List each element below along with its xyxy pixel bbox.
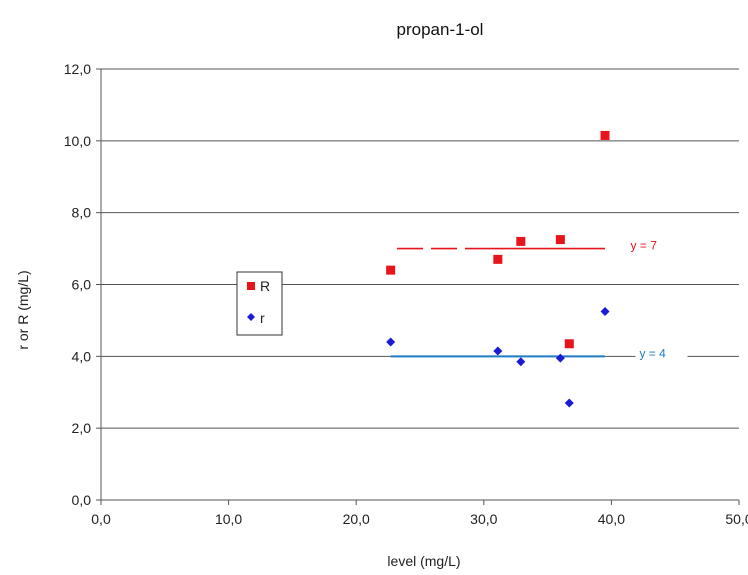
y-tick-label: 12,0 bbox=[64, 61, 91, 77]
data-point-R bbox=[555, 235, 565, 245]
reference-lines: y = 7 y = 4 bbox=[390, 238, 688, 361]
legend-box bbox=[236, 271, 283, 336]
y-tick-label: 0,0 bbox=[72, 492, 92, 508]
reference-label-bg bbox=[635, 346, 688, 361]
x-axis-label: level (mg/L) bbox=[387, 553, 460, 569]
legend-marker-r-upper bbox=[247, 282, 255, 290]
y-tick-label: 2,0 bbox=[72, 420, 92, 436]
y-axis-label: r or R (mg/L) bbox=[15, 270, 31, 349]
y-tick-label: 10,0 bbox=[64, 133, 91, 149]
data-point-r bbox=[493, 346, 503, 356]
chart-title: propan-1-ol bbox=[397, 20, 484, 39]
x-tick-label: 20,0 bbox=[343, 511, 370, 527]
data-point-R bbox=[386, 265, 396, 275]
x-tick-label: 50,0 bbox=[725, 511, 748, 527]
x-tick-label: 10,0 bbox=[215, 511, 242, 527]
data-point-r bbox=[600, 306, 610, 316]
data-point-R bbox=[516, 236, 526, 246]
reference-label-bg bbox=[626, 238, 679, 253]
data-point-R bbox=[564, 339, 574, 349]
data-point-r bbox=[516, 357, 526, 367]
data-point-R bbox=[493, 254, 503, 264]
data-point-r bbox=[386, 337, 396, 347]
data-point-r bbox=[555, 353, 565, 363]
y-tick-label: 6,0 bbox=[72, 277, 92, 293]
legend-marker-r-lower bbox=[247, 313, 255, 321]
data-point-R bbox=[600, 130, 610, 140]
reference-line-label: y = 7 bbox=[631, 239, 658, 253]
x-tick-label: 0,0 bbox=[91, 511, 111, 527]
data-points bbox=[386, 130, 610, 408]
legend-label-r-upper: R bbox=[260, 278, 270, 294]
x-tick-label: 40,0 bbox=[598, 511, 625, 527]
x-tick-label: 30,0 bbox=[470, 511, 497, 527]
y-tick-label: 4,0 bbox=[72, 348, 92, 364]
grid bbox=[101, 68, 739, 429]
legend-label-r-lower: r bbox=[260, 310, 265, 326]
y-tick-label: 8,0 bbox=[72, 205, 92, 221]
reference-line-label: y = 4 bbox=[639, 346, 666, 360]
data-point-r bbox=[564, 398, 574, 408]
legend: R r bbox=[236, 271, 283, 336]
ticks: 0,0 2,0 4,0 6,0 8,0 10,0 12,0 0,0 10,0 20,0 30,0 40… bbox=[64, 61, 748, 527]
